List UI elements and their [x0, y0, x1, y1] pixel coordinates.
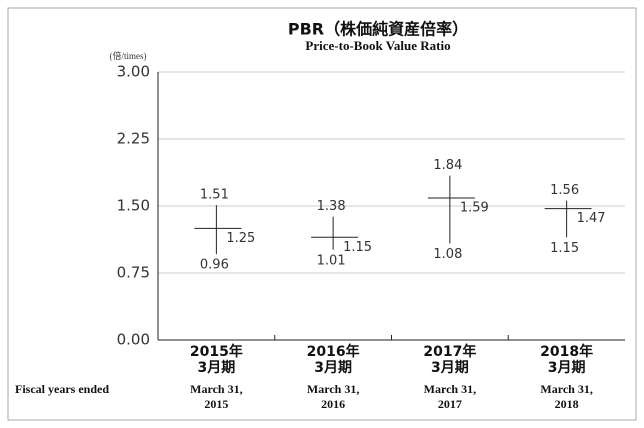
x-tick-label: 3月期 [198, 360, 236, 376]
data-label: 1.38 [317, 199, 346, 214]
x-tick-label-en: March 31, [190, 382, 242, 396]
data-label: 1.25 [226, 231, 255, 246]
data-label: 1.51 [200, 188, 229, 203]
x-tick-label: 3月期 [548, 360, 586, 376]
x-tick-label-en: March 31, [540, 382, 592, 396]
x-tick-label-en: 2017 [438, 397, 462, 411]
x-tick-label: 3月期 [431, 360, 469, 376]
data-label: 1.56 [550, 183, 579, 198]
y-tick-label: 0.00 [117, 331, 150, 349]
x-tick-label-en: March 31, [424, 382, 476, 396]
data-label: 1.01 [317, 253, 346, 268]
data-label: 1.47 [577, 211, 606, 226]
data-label: 1.08 [433, 247, 462, 262]
x-tick-label: 2018年 [540, 343, 593, 360]
x-tick-label: 3月期 [314, 360, 352, 376]
x-tick-label-en: 2015 [204, 397, 228, 411]
chart-subtitle: Price-to-Book Value Ratio [305, 38, 450, 53]
x-tick-label-en: March 31, [307, 382, 359, 396]
y-tick-label: 2.25 [117, 130, 150, 148]
y-tick-label: 3.00 [117, 63, 150, 81]
y-tick-label: 0.75 [117, 264, 150, 282]
data-label: 0.96 [200, 258, 229, 273]
x-tick-label: 2017年 [423, 343, 476, 360]
data-label: 1.15 [343, 240, 372, 255]
y-unit-label: (倍/times) [110, 50, 147, 61]
x-tick-label-en: 2016 [321, 397, 345, 411]
chart-title: PBR（株価純資産倍率） [288, 20, 468, 39]
data-label: 1.15 [550, 241, 579, 256]
x-tick-label: 2016年 [307, 343, 360, 360]
x-tick-label: 2015年 [190, 343, 243, 360]
data-label: 1.84 [433, 158, 462, 173]
data-label: 1.59 [460, 200, 489, 215]
x-row-label: Fiscal years ended [15, 382, 109, 396]
frame [7, 7, 637, 421]
y-tick-label: 1.50 [117, 197, 150, 215]
x-tick-label-en: 2018 [555, 397, 579, 411]
